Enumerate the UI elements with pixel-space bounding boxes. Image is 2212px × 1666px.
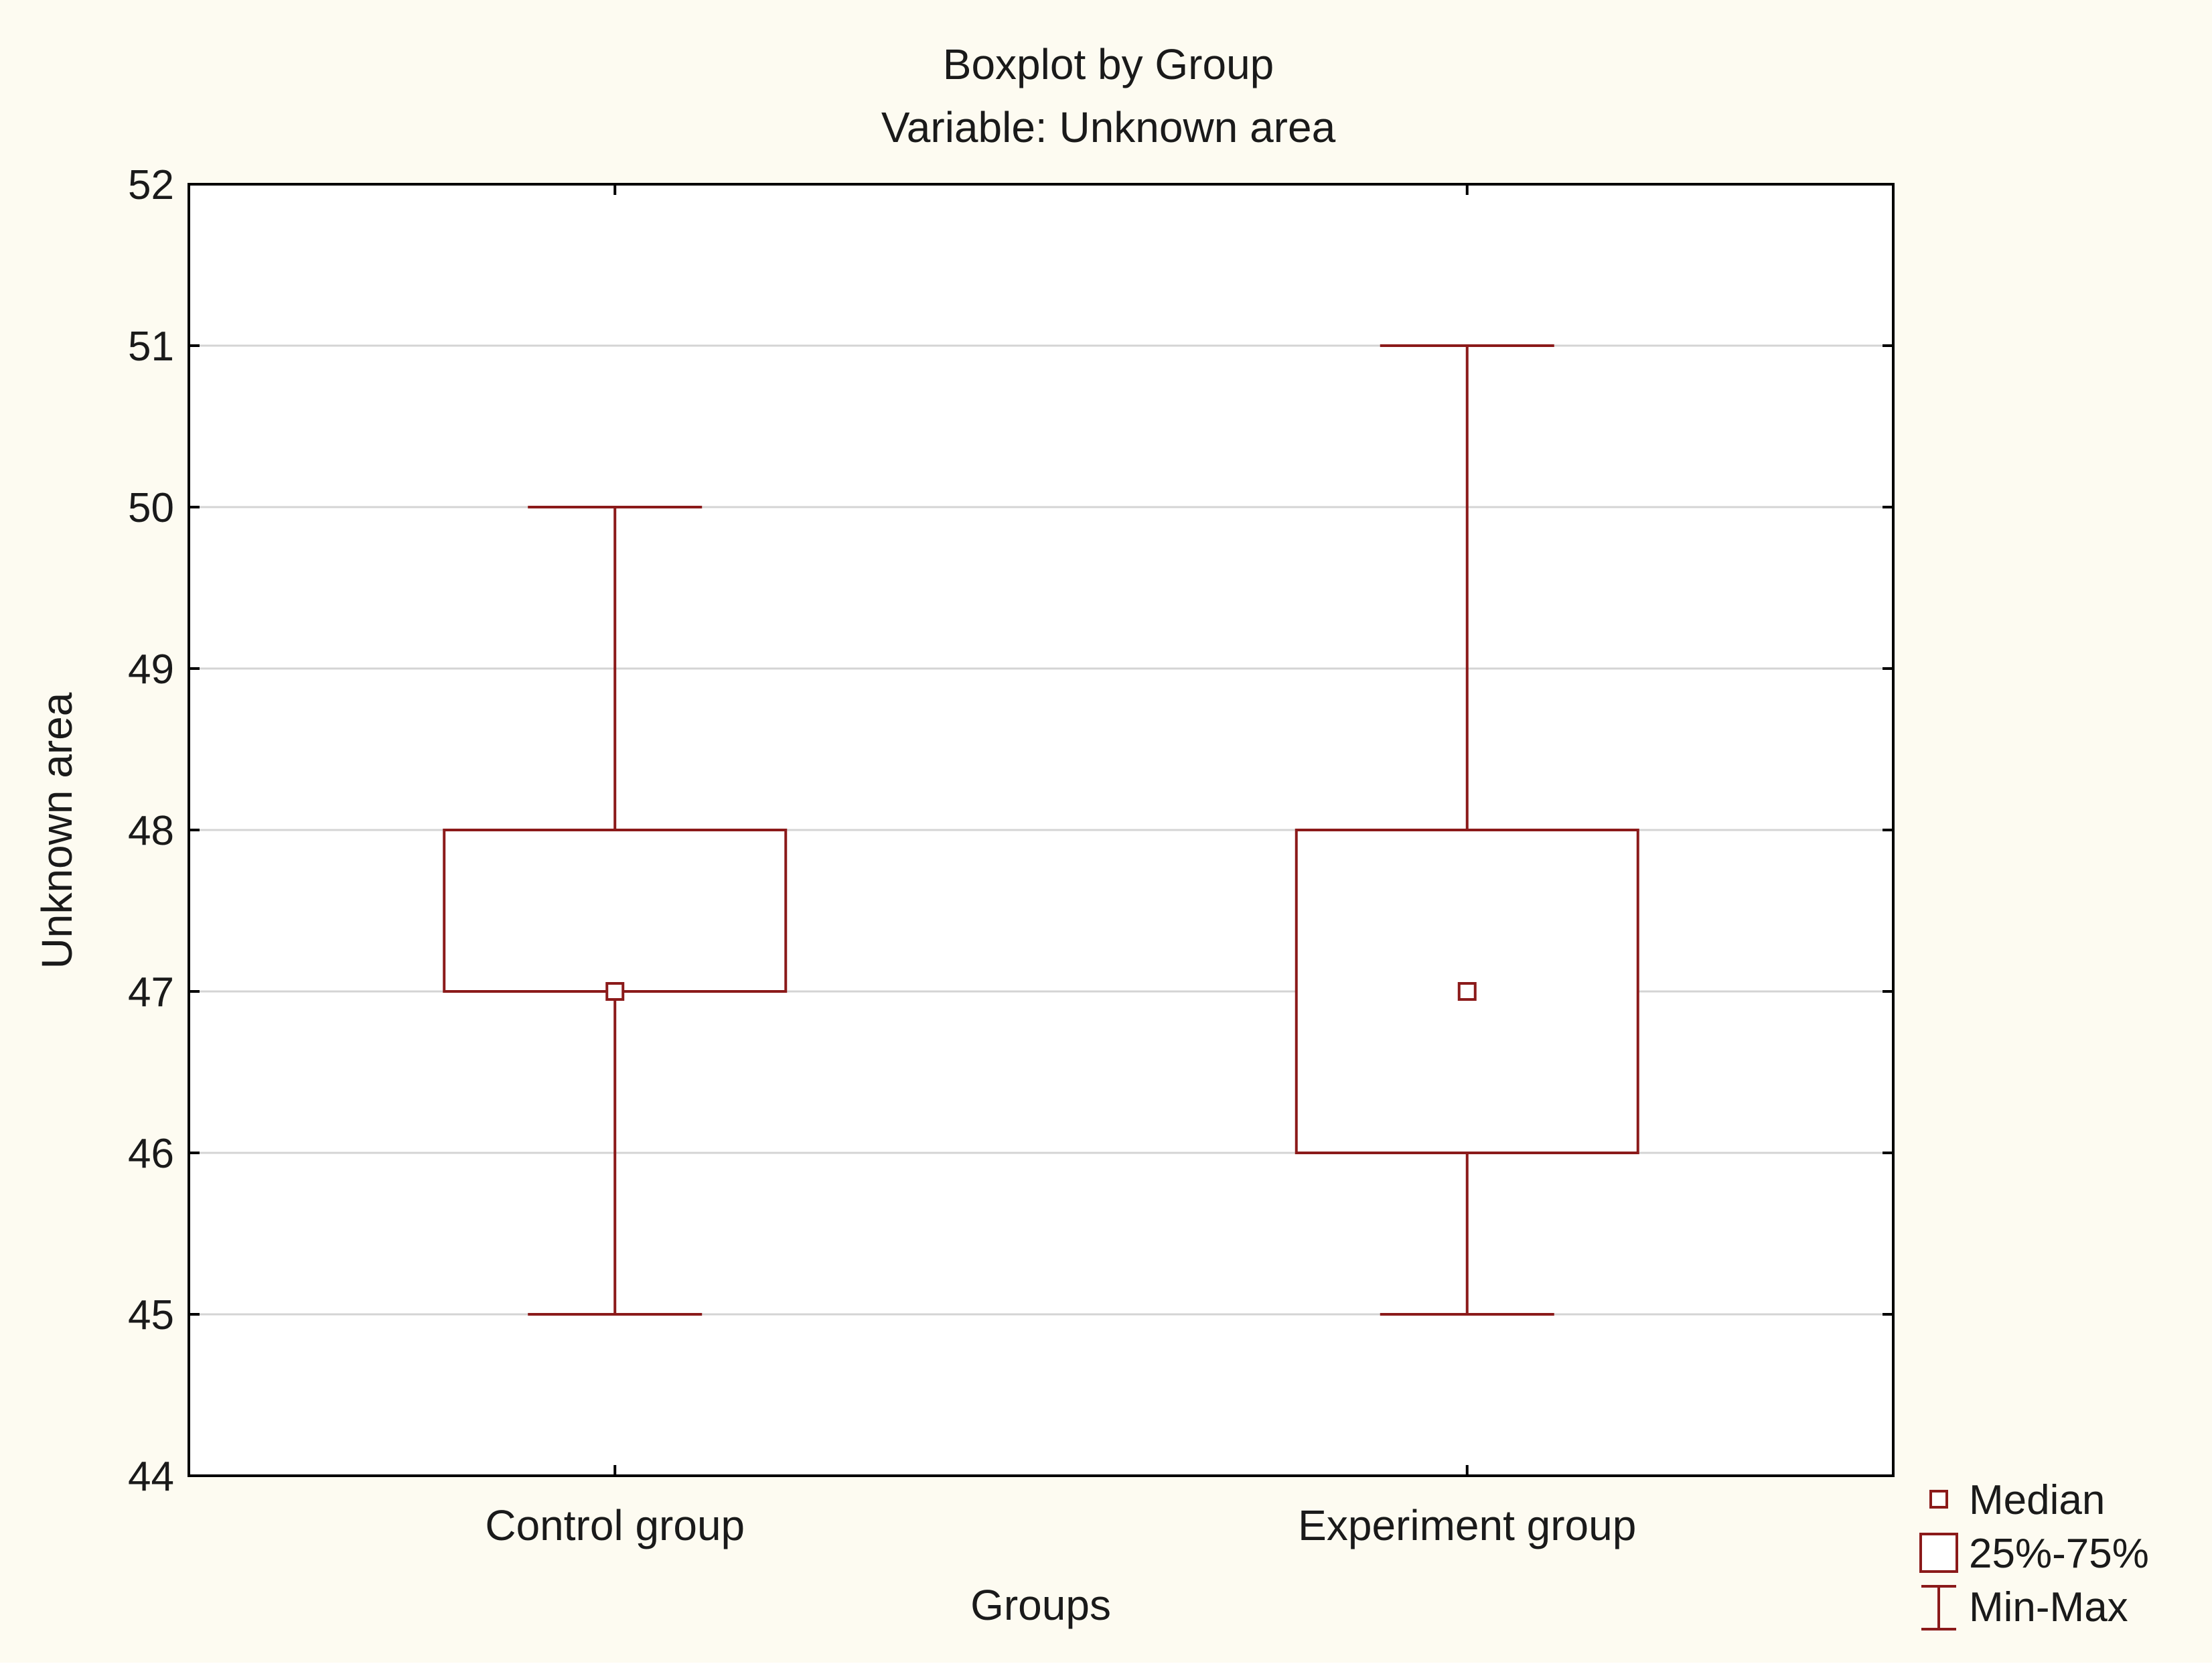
y-tick-label: 44 (128, 1454, 174, 1500)
legend-label: Median (1969, 1477, 2105, 1523)
iqr-box (443, 829, 788, 993)
x-tick-label: Experiment group (1298, 1501, 1636, 1549)
y-tick-label: 50 (128, 485, 174, 531)
x-tick-label: Control group (485, 1501, 745, 1549)
legend-whisker-symbol (1921, 1585, 1956, 1630)
median-marker (1457, 982, 1477, 1001)
y-tick-label: 47 (128, 969, 174, 1016)
x-axis-label: Groups (970, 1581, 1111, 1629)
legend-label: 25%-75% (1969, 1531, 2149, 1577)
chart-subtitle: Variable: Unknown area (881, 103, 1336, 151)
y-axis-label: Unknown area (33, 692, 81, 969)
y-tick-label: 52 (128, 162, 174, 208)
chart-title: Boxplot by Group (943, 40, 1274, 88)
box-series (443, 344, 1639, 1316)
y-tick-label: 48 (128, 808, 174, 854)
median-marker (605, 982, 625, 1001)
y-tick-label: 45 (128, 1292, 174, 1338)
axis-ticks: 44 45 46 47 48 49 50 51 52 Control group Experimen… (128, 162, 1893, 1549)
y-tick-label: 46 (128, 1131, 174, 1177)
box-1 (1295, 344, 1639, 1316)
y-tick-label: 51 (128, 324, 174, 370)
box-0 (443, 506, 788, 1316)
legend-median-symbol (1929, 1490, 1948, 1509)
legend: Median 25%-75% Min-Max (1919, 1477, 2149, 1630)
y-tick-label: 49 (128, 646, 174, 693)
legend-box-symbol (1919, 1533, 1958, 1573)
legend-label: Min-Max (1969, 1584, 2128, 1630)
